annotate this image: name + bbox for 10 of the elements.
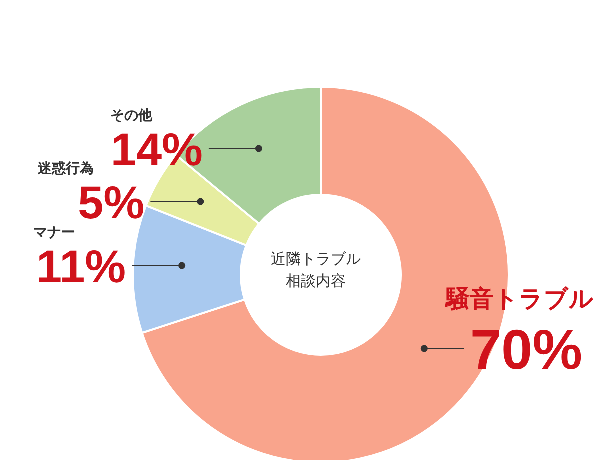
data-label: 70%	[470, 318, 582, 381]
data-label: 5%	[78, 176, 145, 228]
data-label: 11%	[36, 240, 126, 292]
data-label: 14%	[110, 123, 203, 176]
text: 相談内容	[286, 272, 346, 290]
slice-label: 騒音トラブル	[445, 284, 594, 313]
slice-label: その他	[110, 108, 154, 124]
slice-label: 迷惑行為	[37, 160, 94, 177]
text: 近隣トラブル	[271, 250, 361, 268]
slice-label: マナー	[33, 224, 76, 241]
